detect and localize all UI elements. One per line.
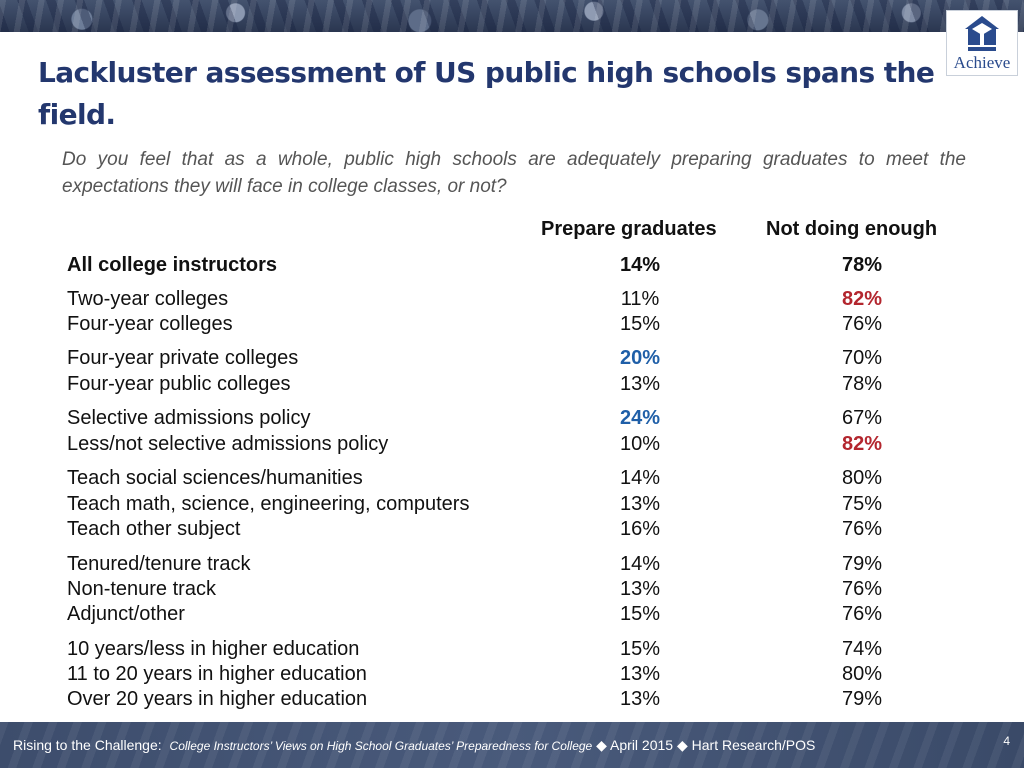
value-not-enough-highlight: 82% bbox=[841, 288, 883, 310]
value-not-enough: 78% bbox=[841, 254, 883, 276]
value-not-enough: 75% bbox=[841, 493, 883, 515]
footer-date: April 2015 bbox=[610, 737, 674, 753]
page-number: 4 bbox=[1003, 734, 1010, 748]
value-not-enough: 80% bbox=[841, 663, 883, 685]
achieve-logo: Achieve bbox=[946, 10, 1018, 76]
row-label: Teach other subject bbox=[67, 518, 241, 540]
column-header-prepare: Prepare graduates bbox=[541, 218, 717, 240]
slide-title: Lackluster assessment of US public high … bbox=[38, 56, 935, 131]
value-prepare: 15% bbox=[619, 638, 661, 660]
value-not-enough: 67% bbox=[841, 407, 883, 429]
footer-subtitle: College Instructors’ Views on High Schoo… bbox=[169, 739, 593, 753]
row-label: Non-tenure track bbox=[67, 578, 216, 600]
value-prepare: 13% bbox=[619, 373, 661, 395]
value-prepare: 11% bbox=[620, 288, 660, 310]
footer-bar: Rising to the Challenge: College Instruc… bbox=[0, 722, 1024, 768]
row-label: Less/not selective admissions policy bbox=[67, 433, 389, 455]
value-not-enough: 78% bbox=[841, 373, 883, 395]
schoolhouse-icon bbox=[965, 16, 999, 51]
diamond-separator-icon: ◆ bbox=[676, 737, 688, 753]
row-label: Teach social sciences/humanities bbox=[67, 467, 363, 489]
row-label: Two-year colleges bbox=[67, 288, 229, 310]
value-prepare: 15% bbox=[619, 603, 661, 625]
survey-question: Do you feel that as a whole, public high… bbox=[62, 149, 966, 197]
value-prepare-highlight: 20% bbox=[619, 347, 661, 369]
value-prepare: 14% bbox=[619, 467, 661, 489]
value-not-enough-highlight: 82% bbox=[841, 433, 883, 455]
value-not-enough: 76% bbox=[841, 518, 883, 540]
row-label: Tenured/tenure track bbox=[67, 553, 251, 575]
value-prepare: 13% bbox=[619, 688, 661, 710]
value-prepare: 10% bbox=[619, 433, 661, 455]
row-label: 11 to 20 years in higher education bbox=[67, 663, 367, 685]
value-not-enough: 70% bbox=[841, 347, 883, 369]
row-label: Adjunct/other bbox=[67, 603, 185, 625]
header-photo-banner bbox=[0, 0, 1024, 32]
value-not-enough: 80% bbox=[841, 467, 883, 489]
value-prepare: 13% bbox=[619, 493, 661, 515]
value-not-enough: 79% bbox=[841, 688, 883, 710]
value-not-enough: 76% bbox=[841, 578, 883, 600]
row-label: 10 years/less in higher education bbox=[67, 638, 360, 660]
value-prepare: 15% bbox=[619, 313, 661, 335]
value-not-enough: 79% bbox=[841, 553, 883, 575]
row-label: Four-year colleges bbox=[67, 313, 233, 335]
value-prepare-highlight: 24% bbox=[619, 407, 661, 429]
footer-citation: Rising to the Challenge: College Instruc… bbox=[13, 737, 815, 754]
value-prepare: 13% bbox=[619, 578, 661, 600]
logo-wordmark: Achieve bbox=[953, 53, 1011, 72]
value-prepare: 14% bbox=[619, 254, 661, 276]
diamond-separator-icon: ◆ bbox=[596, 737, 607, 753]
footer-lead: Rising to the Challenge: bbox=[13, 737, 162, 753]
row-label: Four-year private colleges bbox=[67, 347, 299, 369]
row-label: Four-year public colleges bbox=[67, 373, 291, 395]
value-prepare: 13% bbox=[619, 663, 661, 685]
value-not-enough: 74% bbox=[841, 638, 883, 660]
column-header-not-enough: Not doing enough bbox=[766, 218, 938, 240]
footer-org: Hart Research/POS bbox=[691, 737, 816, 753]
row-label: Selective admissions policy bbox=[67, 407, 311, 429]
value-prepare: 16% bbox=[619, 518, 661, 540]
row-label: Teach math, science, engineering, comput… bbox=[67, 493, 470, 515]
value-not-enough: 76% bbox=[841, 313, 883, 335]
value-prepare: 14% bbox=[619, 553, 661, 575]
row-label: All college instructors bbox=[67, 254, 278, 276]
row-label: Over 20 years in higher education bbox=[67, 688, 368, 710]
value-not-enough: 76% bbox=[841, 603, 883, 625]
